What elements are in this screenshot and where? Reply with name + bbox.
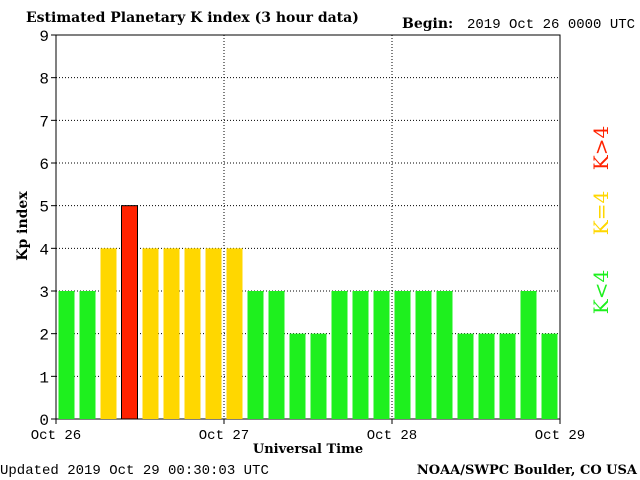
kp-bar xyxy=(142,248,159,419)
legend-low: K<4 xyxy=(589,270,613,314)
kp-bar xyxy=(163,248,180,419)
legend-high: K>4 xyxy=(589,126,613,170)
kp-bar xyxy=(478,333,495,419)
y-tick-label: 1 xyxy=(39,369,49,387)
kp-bar xyxy=(541,333,558,419)
y-tick-label: 2 xyxy=(39,327,49,345)
x-axis-label: Universal Time xyxy=(253,442,363,457)
x-tick-label: Oct 27 xyxy=(199,428,249,444)
y-tick-label: 4 xyxy=(39,241,49,259)
kp-bar xyxy=(436,291,453,419)
y-axis-label: Kp index xyxy=(15,191,31,261)
kp-bar xyxy=(289,333,306,419)
y-tick-label: 6 xyxy=(39,156,49,174)
kp-bar xyxy=(121,205,138,420)
kp-bar xyxy=(394,291,411,419)
kp-bar xyxy=(415,291,432,419)
kp-bar xyxy=(352,291,369,419)
kp-bar xyxy=(247,291,264,419)
kp-bar xyxy=(268,291,285,419)
y-tick-label: 3 xyxy=(39,284,49,302)
kp-bar xyxy=(520,291,537,419)
kp-bar xyxy=(205,248,222,419)
kp-bar xyxy=(331,291,348,419)
y-tick-labels: 0 1 2 3 4 5 6 7 8 9 xyxy=(39,28,49,430)
credit-text: NOAA/SWPC Boulder, CO USA xyxy=(417,463,638,478)
x-tick-label: Oct 28 xyxy=(367,428,417,444)
y-tick-label: 9 xyxy=(39,28,49,46)
kp-bar xyxy=(226,248,243,419)
kp-bar xyxy=(184,248,201,419)
x-tick-label: Oct 26 xyxy=(31,428,81,444)
y-tick-label: 5 xyxy=(39,199,49,217)
y-tick-label: 8 xyxy=(39,71,49,89)
y-tick-label: 0 xyxy=(39,412,49,430)
legend-mid: K=4 xyxy=(589,191,613,235)
kp-bar xyxy=(79,291,96,419)
updated-timestamp: Updated 2019 Oct 29 00:30:03 UTC xyxy=(0,463,269,479)
begin-label: Begin: xyxy=(402,16,453,32)
y-tick-label: 7 xyxy=(39,113,49,131)
kp-bar xyxy=(457,333,474,419)
plot-frame xyxy=(55,34,561,420)
chart-title: Estimated Planetary K index (3 hour data… xyxy=(26,10,359,26)
kp-bar xyxy=(373,291,390,419)
kp-bar xyxy=(310,333,327,419)
plot-area xyxy=(51,34,561,424)
kp-bar xyxy=(58,291,75,419)
x-tick-labels: Oct 26 Oct 27 Oct 28 Oct 29 xyxy=(31,428,585,444)
bars-group xyxy=(58,205,558,420)
kp-bar xyxy=(499,333,516,419)
kp-bar xyxy=(100,248,117,419)
x-tick-label: Oct 29 xyxy=(535,428,585,444)
begin-value: 2019 Oct 26 0000 UTC xyxy=(467,17,635,33)
